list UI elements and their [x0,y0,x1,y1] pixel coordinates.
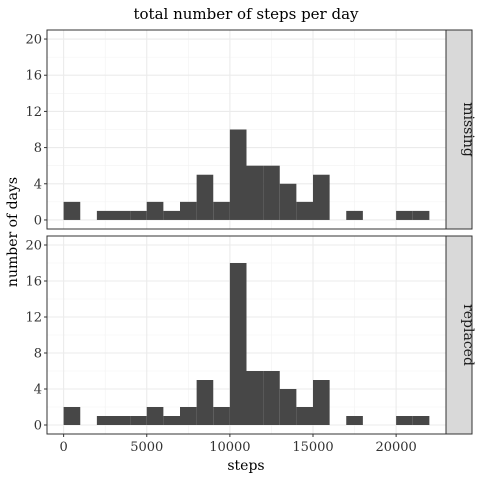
histogram-bar [313,380,330,425]
y-tick-label: 20 [25,239,42,254]
histogram-bar [213,201,230,220]
y-axis-title: number of days [5,177,21,287]
chart-title: total number of steps per day [133,5,359,23]
facet-strip [445,235,473,435]
histogram-bar [63,407,81,425]
facet-panels: 0 4 8 12 16 20 missing 0 4 8 12 16 20 replaced [25,29,476,435]
y-tick-label: 4 [34,177,42,192]
histogram-bar [279,183,297,220]
histogram-bar [163,210,180,220]
y-tick-label: 8 [34,141,42,156]
facet-panel-missing: 0 4 8 12 16 20 missing [25,29,476,230]
histogram-bar [396,416,413,425]
histogram-bar [313,174,330,220]
facet-strip [445,29,473,230]
histogram-bar [196,380,214,425]
histogram-bar [346,416,363,425]
facet-strip-label: missing [460,102,476,157]
histogram-bar [246,165,264,220]
y-tick-label: 16 [25,275,42,290]
histogram-bar [146,201,164,220]
facet-panel-replaced: 0 4 8 12 16 20 replaced [25,235,476,435]
y-tick-label: 4 [34,383,42,398]
histogram-bar [246,371,264,425]
histogram-bar [412,210,430,220]
x-axis: 0 5000 10000 15000 20000 [59,434,417,455]
histogram-bar [296,201,313,220]
histogram-bar [113,416,131,425]
histogram-bar [63,201,81,220]
histogram-bar [96,210,114,220]
y-axis: 0 4 8 12 16 20 [25,33,47,228]
x-tick-label: 15000 [292,440,333,455]
y-tick-label: 8 [34,347,42,362]
x-tick-label: 0 [59,440,67,455]
histogram-bar [229,129,247,220]
bars [63,263,430,425]
histogram-bar [296,407,313,425]
histogram-bar [113,210,131,220]
y-tick-label: 0 [34,213,42,228]
facet-strip-label: replaced [460,304,476,366]
histogram-bar [130,416,147,425]
x-tick-label: 5000 [130,440,163,455]
histogram-bar [96,416,114,425]
y-axis: 0 4 8 12 16 20 [25,239,47,434]
histogram-bar [130,210,147,220]
histogram-bar [146,407,164,425]
histogram-bar [263,165,280,220]
y-tick-label: 20 [25,33,42,48]
x-tick-label: 20000 [375,440,416,455]
histogram-bar [263,371,280,425]
bars [63,129,430,220]
histogram-bar [180,201,197,220]
histogram-bar [213,407,230,425]
histogram-bar [412,416,430,425]
y-tick-label: 0 [34,419,42,434]
histogram-bar [396,210,413,220]
histogram-bar [196,174,214,220]
y-tick-label: 16 [25,69,42,84]
histogram-bar [346,210,363,220]
histogram-bar [229,263,247,425]
y-tick-label: 12 [25,311,42,326]
histogram-bar [180,407,197,425]
y-tick-label: 12 [25,105,42,120]
histogram-bar [163,416,180,425]
x-axis-title: steps [227,458,264,474]
histogram-bar [279,389,297,425]
x-tick-label: 10000 [209,440,250,455]
